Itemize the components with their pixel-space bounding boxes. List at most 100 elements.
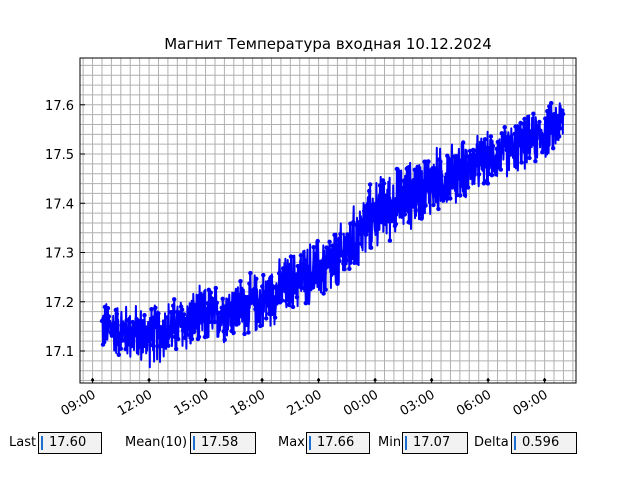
data-point	[253, 307, 258, 312]
data-point	[212, 319, 217, 325]
data-point	[542, 144, 547, 149]
data-point	[191, 329, 197, 335]
data-point	[461, 140, 466, 145]
data-point	[445, 153, 450, 158]
data-point	[183, 326, 189, 331]
data-point	[545, 109, 550, 114]
data-point	[398, 192, 403, 197]
data-point	[429, 179, 434, 184]
data-point	[350, 256, 355, 261]
data-point	[519, 160, 524, 165]
data-point	[489, 173, 495, 178]
data-point	[344, 258, 349, 263]
chart-title: Магнит Температура входная 10.12.2024	[164, 35, 492, 53]
data-point	[547, 104, 552, 109]
data-point	[541, 133, 546, 138]
data-point	[117, 338, 123, 344]
max-label: Max	[278, 435, 305, 450]
data-point	[360, 221, 365, 226]
x-tick-dot	[430, 378, 434, 382]
x-tick-dot	[91, 378, 95, 382]
data-point	[537, 119, 542, 125]
data-point	[363, 204, 368, 209]
x-tick-dot	[543, 378, 547, 382]
data-point	[285, 275, 291, 280]
data-point	[532, 140, 537, 145]
data-point	[455, 154, 460, 159]
data-point	[182, 335, 188, 341]
data-point	[355, 257, 360, 262]
data-point	[497, 162, 502, 167]
data-point	[310, 285, 315, 290]
data-point	[103, 333, 109, 338]
data-point	[293, 289, 299, 295]
data-point	[222, 337, 227, 342]
data-point	[479, 147, 485, 152]
min-value: 17.07	[413, 435, 451, 450]
data-point	[307, 280, 312, 285]
max-field[interactable]: 17.66	[306, 432, 370, 454]
data-point	[137, 321, 142, 326]
data-point	[411, 178, 416, 183]
data-point	[113, 307, 119, 313]
data-point	[132, 320, 137, 326]
data-point	[526, 134, 531, 139]
min-field[interactable]: 17.07	[402, 432, 468, 454]
data-point	[391, 208, 397, 214]
data-point	[369, 202, 375, 208]
data-point	[196, 334, 202, 340]
y-tick-label: 17.5	[45, 148, 74, 163]
data-point	[416, 182, 421, 188]
data-point	[522, 116, 527, 122]
data-point	[329, 251, 334, 256]
data-point	[203, 306, 209, 312]
data-point	[476, 172, 482, 177]
data-point	[318, 262, 323, 267]
data-point	[367, 182, 373, 187]
data-point	[346, 240, 351, 245]
data-point	[385, 208, 391, 213]
data-point	[496, 152, 501, 158]
data-point	[309, 271, 314, 276]
data-point	[178, 319, 183, 324]
data-point	[499, 131, 504, 136]
data-point	[316, 281, 321, 286]
last-field[interactable]: 17.60	[38, 432, 102, 454]
data-point	[498, 167, 503, 172]
data-point	[121, 323, 126, 328]
data-point	[530, 131, 535, 136]
data-point	[483, 164, 489, 169]
data-point	[345, 232, 350, 237]
data-point	[481, 181, 487, 186]
data-point	[224, 310, 229, 315]
data-point	[125, 333, 130, 338]
data-point	[298, 253, 304, 258]
data-point	[447, 158, 452, 164]
data-point	[256, 311, 261, 317]
data-point	[521, 121, 526, 126]
data-point	[375, 214, 381, 219]
data-point	[306, 264, 311, 270]
delta-label: Delta	[474, 435, 509, 450]
data-point	[272, 315, 278, 320]
mean-field[interactable]: 17.58	[190, 432, 256, 454]
data-point	[164, 336, 169, 341]
data-point	[267, 311, 272, 316]
data-point	[559, 108, 565, 113]
data-point	[427, 190, 432, 195]
delta-field[interactable]: 0.596	[511, 432, 577, 454]
data-point	[487, 159, 493, 165]
text-cursor	[41, 436, 43, 450]
data-point	[381, 181, 387, 186]
data-point	[312, 280, 317, 285]
y-tick-label: 17.4	[45, 197, 74, 212]
data-point	[553, 123, 558, 128]
data-point	[502, 125, 507, 130]
data-point	[260, 284, 265, 289]
data-point	[176, 336, 181, 342]
data-point	[544, 151, 549, 156]
data-point	[435, 170, 440, 176]
data-point	[171, 303, 176, 308]
data-point	[409, 190, 414, 195]
data-point	[261, 272, 266, 278]
